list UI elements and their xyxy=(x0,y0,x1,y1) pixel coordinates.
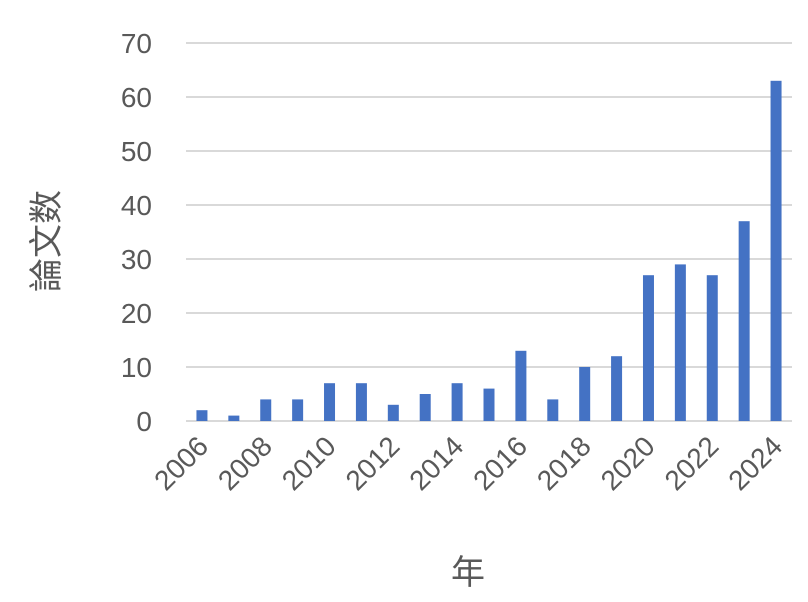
bar-2015 xyxy=(483,388,495,421)
bar-2024 xyxy=(770,80,782,422)
bar-2013 xyxy=(419,394,431,421)
y-tick-label: 0 xyxy=(136,406,152,437)
y-tick-label: 10 xyxy=(121,352,152,383)
bars xyxy=(196,80,782,422)
bar-2008 xyxy=(260,399,272,421)
bar-2020 xyxy=(642,275,654,421)
x-tick-label: 2024 xyxy=(722,430,788,496)
bar-2011 xyxy=(355,383,367,421)
bar-2006 xyxy=(196,410,208,421)
bar-2018 xyxy=(579,367,591,421)
bar-2019 xyxy=(611,356,623,421)
y-tick-label: 50 xyxy=(121,136,152,167)
bar-2021 xyxy=(674,264,686,421)
x-tick-label: 2020 xyxy=(595,430,661,496)
y-tick-label: 40 xyxy=(121,190,152,221)
bar-2016 xyxy=(515,350,527,421)
x-tick-label: 2012 xyxy=(340,430,406,496)
x-tick-label: 2022 xyxy=(659,430,725,496)
x-tick-label: 2016 xyxy=(467,430,533,496)
bar-2010 xyxy=(324,383,336,421)
x-tick-label: 2018 xyxy=(531,430,597,496)
bar-2023 xyxy=(738,221,750,421)
y-tick-label: 20 xyxy=(121,298,152,329)
bar-2007 xyxy=(228,415,240,421)
gridlines xyxy=(186,42,792,422)
y-axis-title: 論文数 xyxy=(27,190,67,292)
bar-2012 xyxy=(387,404,399,421)
y-tick-label: 70 xyxy=(121,28,152,59)
x-tick-label: 2010 xyxy=(276,430,342,496)
x-tick-label: 2014 xyxy=(403,430,469,496)
y-tick-label: 60 xyxy=(121,82,152,113)
x-tick-label: 2008 xyxy=(212,430,278,496)
bar-2017 xyxy=(547,399,559,421)
y-tick-label: 30 xyxy=(121,244,152,275)
x-axis-title: 年 xyxy=(451,553,485,593)
x-tick-label: 2006 xyxy=(148,430,214,496)
bar-2014 xyxy=(451,383,463,421)
y-axis-ticks: 0 10 20 30 40 50 60 70 xyxy=(121,28,152,437)
bar-2009 xyxy=(292,399,304,421)
bar-2022 xyxy=(706,275,718,421)
